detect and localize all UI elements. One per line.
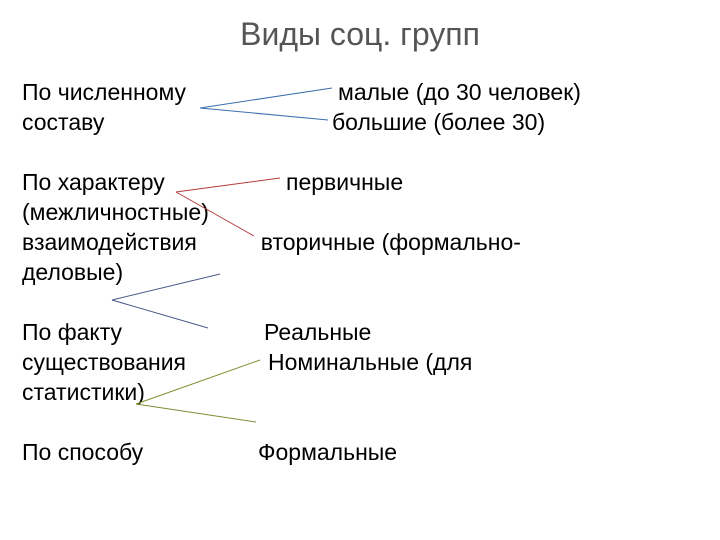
value-3b: Номинальные (для	[268, 348, 472, 377]
criterion-2-line2: (межличностные)	[22, 198, 209, 227]
criterion-2-line4: деловые)	[22, 258, 123, 287]
connector-line	[112, 274, 220, 300]
criterion-1-line1: По численному	[22, 78, 186, 107]
connector-line	[200, 88, 332, 108]
criterion-4-line1: По способу	[22, 438, 143, 467]
value-4a: Формальные	[258, 438, 397, 467]
value-1a: малые (до 30 человек)	[338, 78, 581, 107]
connector-line	[176, 178, 280, 192]
value-2a: первичные	[286, 168, 403, 197]
connector-line	[136, 404, 256, 422]
criterion-3-line2: существования	[22, 348, 186, 377]
connector-line	[112, 300, 208, 328]
criterion-3-line1: По факту	[22, 318, 122, 347]
criterion-3-line3: статистики)	[22, 378, 145, 407]
value-1b: большие (более 30)	[332, 108, 545, 137]
value-3a: Реальные	[264, 318, 371, 347]
criterion-1-line2: составу	[22, 108, 104, 137]
page-title: Виды соц. групп	[0, 16, 720, 53]
criterion-2-line3: взаимодействия вторичные (формально-	[22, 228, 521, 257]
connector-line	[200, 108, 328, 120]
criterion-2-line1: По характеру	[22, 168, 165, 197]
